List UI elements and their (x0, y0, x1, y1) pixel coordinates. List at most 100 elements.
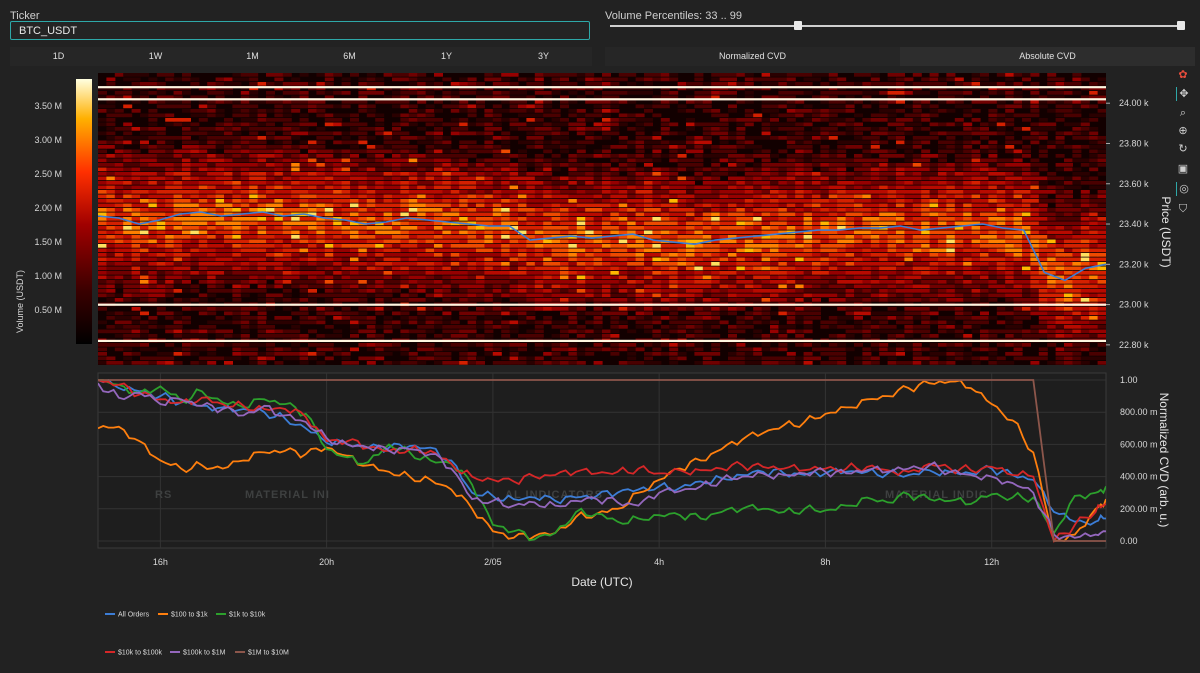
tab-1m[interactable]: 1M (204, 47, 301, 66)
heatmap-cell (702, 221, 712, 226)
heatmap-cell (408, 172, 418, 176)
heatmap-cell (770, 221, 779, 226)
heatmap-cell (585, 140, 595, 145)
heatmap-cell (635, 149, 645, 154)
heatmap-cell (400, 136, 410, 140)
heatmap-cell (593, 257, 603, 262)
heatmap-cell (434, 284, 443, 289)
heatmap-cell (366, 347, 376, 352)
heatmap-cell (450, 253, 460, 257)
heatmap-cell (551, 127, 561, 131)
reset-icon[interactable]: ↻ (1178, 143, 1188, 155)
heatmap-cell (786, 307, 796, 311)
heatmap-cell (509, 203, 519, 208)
heatmap-cell (190, 352, 200, 356)
heatmap-cell (182, 329, 191, 334)
heatmap-cell (484, 145, 494, 149)
heatmap-cell (114, 239, 124, 244)
tab-3y[interactable]: 3Y (495, 47, 592, 66)
heatmap-cell (786, 248, 796, 253)
heatmap-cell (198, 280, 208, 284)
heatmap-cell (576, 307, 586, 311)
heatmap-cell (560, 136, 569, 140)
heatmap-cell (770, 289, 779, 293)
heatmap-cell (711, 194, 721, 199)
tab-normalized-cvd[interactable]: Normalized CVD (605, 47, 900, 66)
heatmap-cell (442, 199, 452, 203)
heatmap-cell (459, 284, 469, 289)
zoom-in-icon[interactable]: ⊕ (1178, 125, 1188, 137)
heatmap-cell (518, 181, 527, 185)
ticker-input[interactable] (10, 21, 590, 40)
heatmap-cell (207, 280, 217, 284)
heatmap-cell (123, 217, 133, 221)
heatmap-cell (660, 91, 670, 95)
heatmap-cell (837, 253, 847, 257)
heatmap-cell (812, 203, 821, 208)
heatmap-cell (291, 208, 301, 212)
heatmap-cell (778, 271, 788, 275)
heatmap-cell (803, 275, 813, 280)
heatmap-cell (123, 158, 133, 163)
heatmap-cell (341, 311, 351, 316)
heatmap-cell (837, 199, 847, 203)
heatmap-cell (408, 329, 418, 334)
heatmap-cell (501, 293, 511, 298)
tab-1d[interactable]: 1D (10, 47, 107, 66)
heatmap-cell (476, 145, 485, 149)
tab-absolute-cvd[interactable]: Absolute CVD (900, 47, 1195, 66)
download-icon[interactable]: ▣ (1177, 163, 1189, 175)
heatmap-cell (274, 316, 284, 320)
heatmap-cell (266, 244, 275, 248)
tab-1y[interactable]: 1Y (398, 47, 495, 66)
slider-high-handle[interactable] (1177, 21, 1185, 30)
heatmap-cell (795, 284, 805, 289)
volume-percentiles-slider[interactable] (610, 25, 1184, 27)
heatmap-cell (551, 77, 561, 82)
spike-icon[interactable]: ⛉ (1178, 203, 1188, 215)
heatmap-cell (602, 334, 611, 338)
heatmap-cell (450, 275, 460, 280)
zoom-icon[interactable]: ⌕ (1179, 107, 1187, 119)
heatmap-cell (778, 73, 788, 77)
tab-1w[interactable]: 1W (107, 47, 204, 66)
heatmap-cell (224, 320, 233, 325)
heatmap-cell (190, 289, 200, 293)
heatmap-cell (156, 266, 166, 271)
heatmap-cell (770, 361, 779, 365)
heatmap-cell (602, 212, 611, 217)
heatmap-cell (450, 154, 460, 158)
heatmap-cell (812, 109, 821, 113)
heatmap-cell (165, 149, 175, 154)
heatmap-cell (215, 158, 225, 163)
heatmap-cell (602, 311, 611, 316)
heatmap-cell (728, 266, 737, 271)
heatmap-cell (509, 194, 519, 199)
heatmap-cell (753, 86, 763, 91)
heatmap-cell (644, 122, 653, 127)
heatmap-cell (207, 190, 217, 194)
heatmap-cell (635, 199, 645, 203)
heatmap-cell (744, 266, 754, 271)
heatmap-cell (526, 212, 536, 217)
heatmap-cell (786, 298, 796, 302)
heatmap-cell (543, 203, 553, 208)
heatmap-cell (316, 239, 326, 244)
heatmap-cell (333, 113, 343, 118)
heatmap-cell (669, 244, 679, 248)
heatmap-cell (652, 113, 662, 118)
heatmap-cell (198, 239, 208, 244)
heatmap-cell (165, 293, 175, 298)
hover-icon[interactable]: ◎ (1176, 182, 1191, 196)
heatmap-cell (198, 154, 208, 158)
heatmap-cell (736, 100, 746, 104)
slider-low-handle[interactable] (794, 21, 802, 30)
heatmap-cell (106, 361, 116, 365)
pan-icon[interactable]: ✥ (1176, 87, 1191, 101)
heatmap-cell (686, 257, 695, 262)
heatmap-cell (803, 113, 813, 118)
heatmap-cell (820, 361, 830, 365)
heatmap-cell (635, 167, 645, 172)
plotly-logo-icon[interactable]: ✿ (1178, 69, 1188, 81)
tab-6m[interactable]: 6M (301, 47, 398, 66)
